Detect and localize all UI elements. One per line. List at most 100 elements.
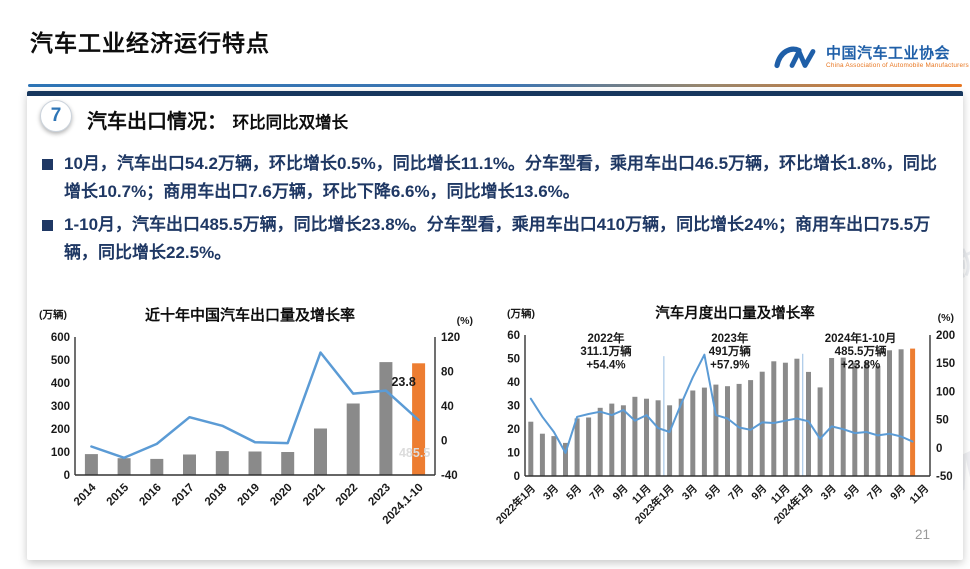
- chart-text: 0: [936, 443, 942, 455]
- chart-text: 9月: [610, 483, 630, 503]
- bar: [215, 451, 229, 475]
- bar: [840, 357, 846, 476]
- bullet-marker: [42, 220, 53, 232]
- chart-text: 0: [441, 436, 447, 448]
- bar: [771, 361, 777, 476]
- chart-text: (%): [938, 312, 954, 324]
- bar: [725, 386, 730, 476]
- chart-text: 20: [507, 424, 520, 436]
- section-title-sub: 环比同比双增长: [232, 114, 349, 132]
- chart-text: 2019: [236, 482, 263, 509]
- bar: [782, 362, 788, 476]
- caam-logo-mark-icon: [774, 46, 816, 69]
- growth-line: [529, 353, 914, 454]
- chart-text: 汽车月度出口量及增长率: [655, 304, 815, 322]
- bar: [84, 454, 98, 475]
- header-divider: [28, 84, 962, 87]
- bars: [84, 362, 426, 475]
- logo-name-en: China Association of Automobile Manufact…: [826, 62, 969, 70]
- chart-text: 10: [507, 448, 520, 460]
- bullet-ytd: 1-10月，汽车出口485.5万辆，同比增长23.8%。分车型看，乘用车出口41…: [42, 211, 942, 266]
- bullet-ytd-text: 1-10月，汽车出口485.5万辆，同比增长23.8%。分车型看，乘用车出口41…: [64, 215, 931, 262]
- bar: [852, 363, 858, 476]
- chart-monthly-exports: 汽车月度出口量及增长率 (万辆) (%) 0 10 20 30 40 50 60 -50 0 50 100…: [493, 304, 960, 564]
- chart-text: 30: [507, 401, 520, 413]
- chart-text: 2021: [301, 481, 328, 508]
- decade-exports-svg: 近十年中国汽车出口量及增长率(万辆) (%)0100200300400500600…: [39, 306, 473, 527]
- bar: [528, 421, 534, 476]
- chart-text: (万辆): [39, 308, 67, 321]
- chart-text: 40: [507, 377, 520, 389]
- bar: [678, 398, 684, 476]
- chart-text: 600: [51, 332, 70, 344]
- section-title-main: 汽车出口情况：: [87, 111, 227, 133]
- chart-text: 40: [441, 401, 454, 413]
- bar: [183, 454, 196, 475]
- section-number-badge: 7: [40, 100, 72, 132]
- content-card: 7 汽车出口情况： 环比同比双增长 10月，汽车出口54.2万辆，环比增长0.5…: [27, 91, 963, 560]
- section-header: 7 汽车出口情况： 环比同比双增长: [27, 96, 963, 134]
- chart-text: 2018: [203, 481, 230, 508]
- bar: [898, 349, 904, 476]
- bar: [248, 451, 262, 475]
- bar: [829, 358, 835, 476]
- bullet-october: 10月，汽车出口54.2万辆，环比增长0.5%，同比增长11.1%。分车型看，乘…: [42, 150, 942, 205]
- chart-text: 50: [507, 354, 520, 366]
- chart-text: 3月: [541, 483, 561, 503]
- bar: [910, 348, 916, 476]
- chart-text: 2023年: [711, 331, 749, 345]
- chart-text: +23.8%: [841, 359, 880, 371]
- chart-text: 5月: [842, 483, 862, 503]
- bar: [551, 436, 557, 476]
- bullet-list: 10月，汽车出口54.2万辆，环比增长0.5%，同比增长11.1%。分车型看，乘…: [42, 150, 949, 266]
- chart-text: 485.5: [399, 446, 430, 460]
- growth-line: [90, 351, 420, 460]
- page-number: 21: [914, 527, 930, 542]
- chart-text: +54.4%: [586, 359, 625, 371]
- chart-text: 2024年1-10月: [825, 331, 897, 345]
- bar: [586, 417, 592, 476]
- bullet-marker: [42, 159, 53, 170]
- bar: [863, 362, 869, 476]
- chart-text: 7月: [726, 483, 746, 503]
- chart-text: 2020: [268, 482, 295, 509]
- chart-text: 2014: [72, 481, 99, 508]
- chart-text: 2022年1月: [495, 482, 538, 527]
- chart-text: (%): [457, 315, 473, 327]
- bar: [875, 365, 881, 476]
- chart-text: -50: [936, 471, 953, 483]
- chart-text: 60: [507, 330, 520, 342]
- bar: [794, 358, 800, 476]
- bar: [817, 387, 823, 476]
- chart-decade-exports: 近十年中国汽车出口量及增长率 (万辆) (%) 0 100 200 300 400 500 600…: [35, 304, 475, 549]
- chart-text: 0: [514, 471, 520, 483]
- chart-text: 5月: [703, 483, 723, 503]
- chart-text: 7月: [865, 483, 885, 503]
- chart-text: 491万辆: [709, 344, 752, 358]
- bar: [632, 396, 638, 476]
- bar: [620, 405, 626, 476]
- chart-text: 100: [936, 386, 955, 398]
- chart-text: 100: [51, 447, 70, 459]
- chart-text: 150: [936, 358, 955, 370]
- chart-text: 80: [441, 367, 454, 379]
- caam-logo: 中国汽车工业协会 China Association of Automobile…: [773, 44, 969, 71]
- bar: [644, 398, 649, 476]
- chart-text: 200: [51, 424, 70, 436]
- chart-text: 50: [936, 415, 949, 427]
- bar: [574, 418, 580, 476]
- bar: [713, 384, 719, 476]
- chart-text: 485.5万辆: [835, 344, 887, 358]
- chart-text: 200: [936, 330, 955, 342]
- chart-text: 2022: [334, 482, 361, 509]
- chart-text: 300: [51, 401, 70, 413]
- chart-text: 3月: [819, 483, 839, 503]
- bar: [281, 452, 295, 475]
- monthly-exports-svg: 汽车月度出口量及增长率 (万辆) (%) 0 10 20 30 40 50 60 -50 0 50 100…: [493, 304, 955, 527]
- chart-text: 5月: [564, 483, 584, 503]
- bar: [736, 383, 742, 476]
- chart-text: 500: [51, 355, 70, 367]
- chart-text: 400: [51, 378, 70, 390]
- bar: [759, 371, 765, 476]
- chart-text: 2016: [137, 482, 164, 509]
